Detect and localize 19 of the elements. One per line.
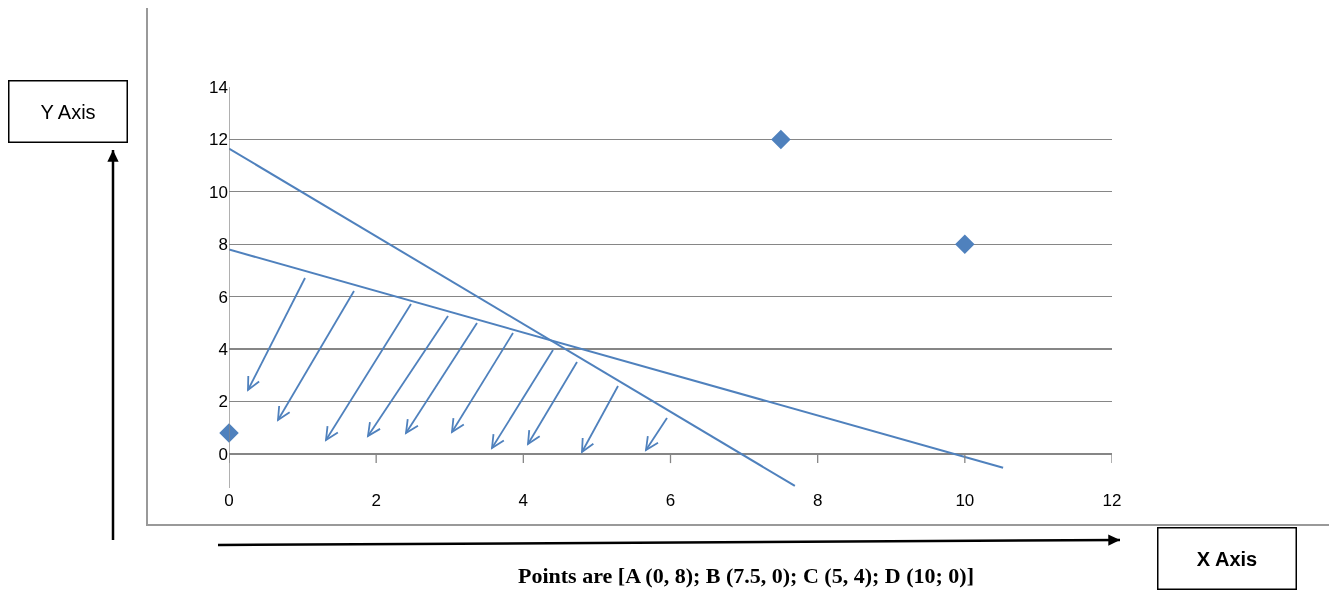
y-tick-label: 6 bbox=[218, 287, 228, 307]
y-tick-label: 10 bbox=[209, 182, 228, 202]
text: Points are [A (0, 8); B (7.5, 0); C (5, 4); D (10; 0)] bbox=[518, 563, 974, 588]
y-tick-label: 0 bbox=[218, 444, 228, 464]
y-tick-label: 2 bbox=[218, 392, 228, 412]
x-tick-label: 4 bbox=[518, 491, 529, 510]
x-tick-label: 10 bbox=[955, 491, 975, 510]
point bbox=[771, 129, 791, 150]
x-tick-label: 2 bbox=[371, 491, 381, 510]
point bbox=[955, 234, 975, 254]
text: Y Axis bbox=[40, 100, 96, 123]
text: X Axis bbox=[1196, 547, 1258, 570]
y-tick-label: 14 bbox=[209, 77, 228, 97]
y-tick-label: 12 bbox=[209, 130, 228, 150]
x-tick-label: 6 bbox=[665, 491, 676, 510]
y-tick-label: 8 bbox=[218, 235, 228, 255]
x-tick-label: 12 bbox=[1102, 491, 1122, 510]
x-tick-label: 8 bbox=[812, 491, 823, 510]
y-tick-label: 4 bbox=[218, 340, 228, 360]
